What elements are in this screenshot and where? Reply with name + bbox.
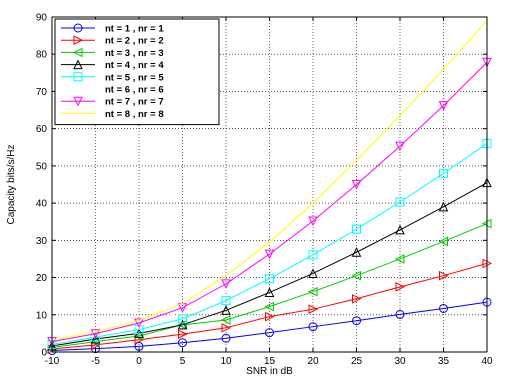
y-tick-label: 90 — [36, 13, 48, 24]
series-group — [51, 102, 488, 344]
data-point — [264, 249, 275, 260]
y-tick-label: 60 — [36, 124, 48, 135]
x-tick-label: 10 — [220, 356, 232, 367]
data-point — [308, 322, 318, 332]
series-line — [51, 143, 488, 346]
legend-entry: nt = 2 , nr = 2 — [105, 36, 164, 47]
data-point — [352, 293, 362, 304]
legend-entry: nt = 4 , nr = 4 — [105, 60, 164, 71]
series-line — [51, 62, 488, 343]
data-point — [265, 274, 274, 284]
data-point — [395, 224, 405, 235]
data-point — [265, 328, 274, 338]
x-tick-label: 15 — [264, 356, 276, 367]
data-point — [395, 197, 405, 207]
data-point — [178, 314, 187, 324]
data-point — [265, 311, 275, 322]
data-point — [439, 270, 449, 281]
data-point — [351, 180, 362, 190]
data-point — [177, 319, 188, 330]
data-point — [221, 279, 231, 290]
data-point — [308, 216, 318, 227]
x-tick-label: 35 — [438, 356, 450, 367]
y-tick-label: 0 — [41, 348, 47, 359]
data-point — [308, 250, 318, 260]
legend-entry: nt = 5 , nr = 5 — [105, 72, 164, 83]
series-line — [51, 301, 488, 352]
x-tick-label: 30 — [394, 356, 406, 367]
series-group — [51, 20, 488, 341]
y-tick-label: 40 — [36, 199, 48, 210]
axis-ticks: -10 -5 0 5 10 15 20 25 30 35 40 0 10 20 30 40 50 60 70 80 90 — [36, 13, 493, 368]
legend-box — [54, 18, 220, 126]
series-lines — [46, 20, 493, 356]
data-point — [308, 268, 318, 278]
x-tick-label: -5 — [91, 356, 100, 367]
legend: nt = 1 , nr = 1nt = 2 , nr = 2nt = 3 , n… — [54, 18, 220, 126]
x-tick-label: 0 — [136, 356, 142, 367]
data-point — [439, 168, 448, 178]
y-tick-label: 80 — [36, 50, 48, 61]
data-point — [351, 270, 361, 281]
y-tick-label: 70 — [36, 87, 48, 98]
data-point — [134, 318, 144, 329]
data-point — [73, 23, 83, 33]
data-point — [438, 101, 449, 111]
x-tick-label: 5 — [180, 356, 186, 367]
data-point — [91, 332, 100, 342]
legend-entry: nt = 1 , nr = 1 — [105, 24, 164, 35]
x-axis-label: SNR in dB — [246, 366, 293, 377]
data-point — [178, 329, 188, 339]
y-tick-label: 10 — [36, 310, 48, 321]
series-group — [47, 139, 492, 350]
data-point — [73, 96, 83, 107]
data-point — [220, 315, 231, 325]
data-point — [394, 254, 405, 264]
data-point — [352, 224, 361, 234]
legend-entry: nt = 7 , nr = 7 — [105, 97, 164, 108]
series-line — [51, 223, 488, 349]
data-point — [221, 322, 232, 333]
y-tick-label: 30 — [36, 236, 48, 247]
data-point — [438, 201, 449, 212]
data-point — [73, 72, 83, 82]
data-point — [221, 296, 231, 306]
data-point — [352, 316, 361, 326]
legend-entry: nt = 3 , nr = 3 — [105, 48, 164, 59]
x-tick-label: 40 — [481, 356, 493, 367]
data-point — [395, 282, 406, 292]
data-point — [221, 305, 231, 315]
y-tick-label: 50 — [36, 161, 48, 172]
data-point — [439, 303, 448, 313]
data-point — [395, 141, 405, 152]
data-point — [221, 333, 231, 343]
series-line — [51, 102, 488, 344]
series-line — [51, 20, 488, 341]
x-tick-label: 25 — [351, 356, 363, 367]
data-point — [438, 236, 448, 247]
data-point — [264, 287, 275, 297]
data-point — [178, 338, 187, 348]
data-point — [308, 304, 319, 315]
x-tick-label: 20 — [307, 356, 319, 367]
data-point — [90, 329, 101, 339]
x-tick-label: -10 — [45, 356, 60, 367]
data-point — [307, 286, 318, 297]
legend-entry: nt = 8 , nr = 8 — [105, 109, 164, 120]
data-point — [264, 301, 274, 312]
y-axis-label: Capacity bits/s/Hz — [6, 144, 17, 224]
y-tick-label: 20 — [36, 273, 48, 284]
data-point — [73, 59, 83, 70]
data-point — [90, 333, 101, 344]
series-line — [51, 182, 488, 347]
data-point — [73, 35, 84, 46]
data-point — [395, 309, 405, 319]
series-line — [51, 262, 488, 350]
data-point — [72, 47, 83, 58]
legend-entry: nt = 6 , nr = 6 — [105, 85, 164, 96]
data-point — [351, 247, 362, 257]
